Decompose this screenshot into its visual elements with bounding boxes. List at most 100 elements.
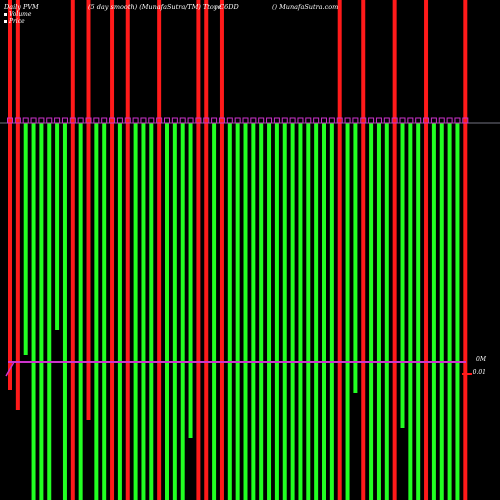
volume-bar	[337, 0, 342, 500]
price-marker	[218, 117, 225, 124]
volume-bar	[298, 123, 303, 500]
volume-bar	[94, 123, 99, 500]
price-marker	[171, 117, 178, 124]
price-marker	[462, 117, 469, 124]
volume-bar	[243, 123, 248, 500]
volume-bar	[204, 0, 209, 500]
price-marker	[22, 117, 29, 124]
chart-title-left: Daily PVM	[4, 3, 39, 11]
price-marker	[61, 117, 68, 124]
price-marker	[109, 117, 116, 124]
price-marker	[289, 117, 296, 124]
volume-bar	[392, 0, 397, 500]
volume-bar	[117, 123, 122, 500]
price-marker	[344, 117, 351, 124]
volume-bar	[227, 123, 232, 500]
volume-bar	[369, 123, 374, 500]
price-marker	[313, 117, 320, 124]
price-marker	[446, 117, 453, 124]
price-marker	[203, 117, 210, 124]
price-marker	[14, 117, 21, 124]
price-marker	[383, 117, 390, 124]
volume-bar	[353, 123, 358, 393]
legend-price-swatch	[4, 20, 7, 23]
price-marker	[140, 117, 147, 124]
price-marker	[30, 117, 37, 124]
price-marker	[234, 117, 241, 124]
price-marker	[328, 117, 335, 124]
volume-bar	[376, 123, 381, 500]
price-marker	[305, 117, 312, 124]
volume-bar	[23, 123, 28, 355]
volume-bar	[408, 123, 413, 500]
price-marker	[375, 117, 382, 124]
price-marker	[54, 117, 61, 124]
price-marker	[273, 117, 280, 124]
chart-title-mid: (5 day smooth) (MunafaSutra/TM) Ttoye	[88, 3, 222, 11]
volume-bar	[455, 123, 460, 500]
volume-bar	[463, 0, 468, 500]
volume-bar	[47, 123, 52, 500]
price-marker	[187, 117, 194, 124]
price-marker	[116, 117, 123, 124]
price-marker	[423, 117, 430, 124]
price-marker	[454, 117, 461, 124]
price-marker	[156, 117, 163, 124]
volume-bar	[212, 123, 217, 500]
volume-bar	[431, 123, 436, 500]
volume-bar	[322, 123, 326, 500]
volume-bar	[157, 0, 162, 500]
volume-bar	[39, 123, 44, 500]
price-marker	[352, 117, 359, 124]
price-marker	[77, 117, 84, 124]
volume-bar	[329, 123, 334, 500]
price-marker	[85, 117, 92, 124]
price-marker	[164, 117, 170, 124]
price-marker	[368, 117, 375, 124]
price-marker	[46, 117, 53, 124]
price-marker	[124, 117, 131, 124]
price-marker	[242, 117, 249, 124]
price-marker	[321, 117, 327, 124]
volume-bar	[125, 0, 130, 500]
volume-bar	[110, 0, 115, 500]
volume-bar	[345, 123, 350, 500]
volume-bar	[180, 123, 185, 500]
price-marker	[148, 117, 155, 124]
price-marker	[93, 117, 100, 124]
volume-bar	[188, 123, 193, 438]
volume-bar	[165, 123, 169, 500]
right-label-price: 0.01	[472, 369, 486, 376]
price-marker	[101, 117, 108, 124]
price-marker	[211, 117, 218, 124]
volume-bar	[251, 123, 256, 500]
legend-volume-label: Volume	[9, 11, 32, 18]
price-marker	[250, 117, 257, 124]
price-marker	[407, 117, 414, 124]
price-marker	[281, 117, 288, 124]
price-marker	[7, 117, 13, 124]
price-marker	[415, 117, 422, 124]
price-marker	[226, 117, 233, 124]
volume-bar	[70, 0, 75, 500]
price-marker	[38, 117, 45, 124]
volume-bar	[55, 123, 60, 330]
volume-bar	[86, 0, 91, 420]
volume-bar	[133, 123, 138, 500]
chart-title-right: () MunafaSutra.com	[272, 3, 339, 11]
volume-bar	[384, 123, 389, 500]
volume-bar	[196, 0, 201, 500]
price-marker	[336, 117, 343, 124]
legend-volume: Volume	[4, 11, 31, 18]
volume-bar	[267, 123, 272, 500]
price-marker	[399, 117, 406, 124]
volume-bar	[274, 123, 279, 500]
volume-bar	[447, 123, 452, 500]
volume-bar	[8, 0, 12, 390]
volume-bar	[259, 123, 264, 500]
volume-bar	[149, 123, 154, 500]
price-marker	[179, 117, 186, 124]
price-marker	[391, 117, 398, 124]
price-marker	[438, 117, 445, 124]
